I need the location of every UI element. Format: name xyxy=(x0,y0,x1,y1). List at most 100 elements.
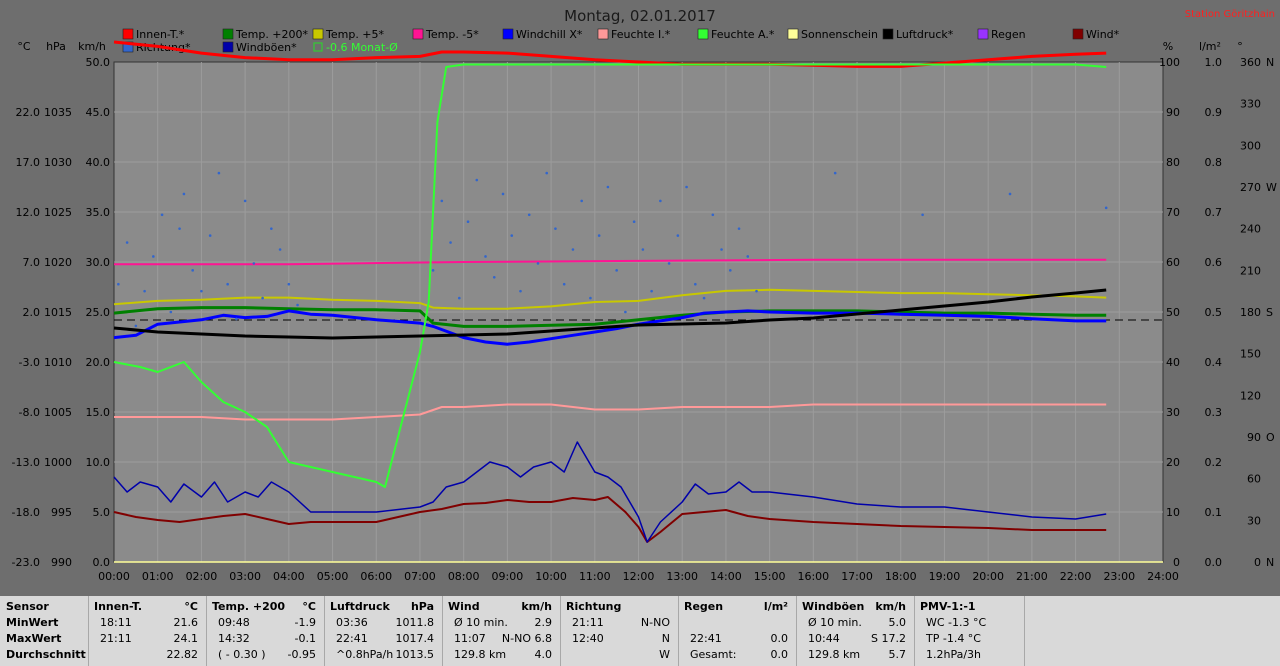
direction-point xyxy=(597,234,601,237)
legend-item: Temp. +200* xyxy=(222,28,309,41)
tick-label-humidity: 90 xyxy=(1166,106,1180,119)
tick-label-x: 00:00 xyxy=(98,570,130,583)
tick-label-temp: -18.0 xyxy=(12,506,40,519)
direction-point xyxy=(580,199,583,203)
direction-point xyxy=(527,213,531,217)
series-line-windb-en xyxy=(113,441,1107,543)
tick-label-x: 23:00 xyxy=(1103,570,1135,583)
tick-label-wind: 0.0 xyxy=(93,556,111,569)
direction-point xyxy=(296,303,299,307)
cell-value: 2.9 xyxy=(534,616,553,629)
cell-label: 11:07 xyxy=(454,632,486,645)
legend-label: -0.6 Monat-Ø xyxy=(326,41,398,54)
column-header: Luftdruck xyxy=(330,600,390,613)
legend-item: -0.6 Monat-Ø xyxy=(313,41,398,54)
legend-label: Regen xyxy=(991,28,1026,41)
tick-label-x: 14:00 xyxy=(710,570,742,583)
stats-column: Windböen km/h Ø 10 min. 5.0 10:44 S 17.2 129.8… xyxy=(796,596,915,666)
column-header: Temp. +200 xyxy=(212,600,286,613)
tick-label-wind: 30.0 xyxy=(86,256,111,269)
tick-label-rain: 0.5 xyxy=(1205,306,1223,319)
tick-label-x: 16:00 xyxy=(797,570,829,583)
column-header: Wind xyxy=(448,600,480,613)
legend-item: Temp. +5* xyxy=(312,28,385,41)
cell-label: ^0.8hPa/h xyxy=(336,648,394,661)
tick-label-temp: -8.0 xyxy=(19,406,40,419)
direction-point xyxy=(134,324,138,328)
direction-point xyxy=(632,220,636,224)
tick-label-direction: 240 xyxy=(1240,223,1261,236)
legend-label: Innen-T.* xyxy=(136,28,185,41)
row-label: MaxWert xyxy=(6,632,62,645)
direction-point xyxy=(694,282,697,286)
tick-label-humidity: 60 xyxy=(1166,256,1180,269)
tick-label-rain: 0.3 xyxy=(1205,406,1223,419)
direction-point xyxy=(178,227,181,230)
legend-swatch xyxy=(882,28,894,40)
series-line-temp-200 xyxy=(113,306,1107,328)
tick-label-wind: 10.0 xyxy=(86,456,111,469)
cell-label: Ø 10 min. xyxy=(454,616,508,629)
stats-row-labels: Sensor MinWert MaxWert Durchschnitt xyxy=(0,596,89,666)
cell-label: TP -1.4 °C xyxy=(926,632,981,645)
cell-label: 18:11 xyxy=(100,616,132,629)
direction-point xyxy=(182,192,186,196)
tick-label-temp: 22.0 xyxy=(16,106,41,119)
tick-label-direction: 270 xyxy=(1240,181,1261,194)
direction-point xyxy=(475,178,479,182)
cell-value: 5.7 xyxy=(888,648,907,661)
direction-point xyxy=(457,296,461,300)
cell-value: N-NO xyxy=(640,616,670,629)
legend-swatch xyxy=(312,28,324,40)
legend-swatch xyxy=(597,28,609,40)
stats-column: Temp. +200 °C 09:48 -1.9 14:32 -0.1 ( - 0.30 )… xyxy=(206,596,325,666)
cell-value: 5.0 xyxy=(888,616,907,629)
tick-label-compass: O xyxy=(1266,431,1275,444)
tick-label-temp: -23.0 xyxy=(12,556,40,569)
tick-label-x: 24:00 xyxy=(1147,570,1179,583)
direction-point xyxy=(746,255,750,258)
legend-item: Wind* xyxy=(1072,28,1120,41)
cell-label: 09:48 xyxy=(218,616,250,629)
station-name: Station Göritzhain xyxy=(1185,9,1275,20)
direction-point xyxy=(208,234,212,237)
direction-point xyxy=(431,269,435,272)
direction-point xyxy=(243,199,247,203)
cell-label: 129.8 km xyxy=(808,648,861,661)
tick-label-pressure: 1000 xyxy=(44,456,72,469)
tick-label-rain: 1.0 xyxy=(1205,56,1223,69)
column-header: Windböen xyxy=(802,600,865,613)
tick-label-direction: 120 xyxy=(1240,389,1261,402)
tick-label-x: 03:00 xyxy=(229,570,261,583)
stats-table: Sensor MinWert MaxWert Durchschnitt Innen-T.… xyxy=(0,596,1280,666)
cell-label: 03:36 xyxy=(336,616,368,629)
legend-item: Windböen* xyxy=(222,41,297,54)
tick-label-x: 10:00 xyxy=(535,570,567,583)
cell-label: 22:41 xyxy=(336,632,368,645)
direction-point xyxy=(755,289,758,293)
cell-label: Ø 10 min. xyxy=(808,616,862,629)
column-header: Richtung xyxy=(566,600,622,613)
tick-label-x: 18:00 xyxy=(885,570,917,583)
tick-label-wind: 25.0 xyxy=(86,306,111,319)
row-label: Sensor xyxy=(6,600,49,613)
tick-label-direction: 0 xyxy=(1254,556,1261,569)
direction-point xyxy=(650,289,653,293)
legend-swatch xyxy=(977,28,989,40)
cell-value: 0.0 xyxy=(770,648,789,661)
direction-point xyxy=(117,282,120,286)
tick-label-x: 08:00 xyxy=(448,570,480,583)
column-unit: l/m² xyxy=(763,600,788,613)
legend-swatch xyxy=(787,28,799,40)
tick-label-rain: 0.6 xyxy=(1205,256,1223,269)
stats-column: Richtung 21:11 N-NO 12:40 N W xyxy=(560,596,679,666)
tick-label-wind: 15.0 xyxy=(86,406,111,419)
tick-label-direction: 30 xyxy=(1247,514,1261,527)
direction-point xyxy=(589,296,592,300)
tick-label-compass: W xyxy=(1266,181,1277,194)
direction-point xyxy=(728,269,732,272)
cell-value: 21.6 xyxy=(173,616,199,629)
series-line-temp-5 xyxy=(114,258,1107,266)
series-line-luftdruck xyxy=(113,288,1107,340)
direction-point xyxy=(252,262,256,265)
